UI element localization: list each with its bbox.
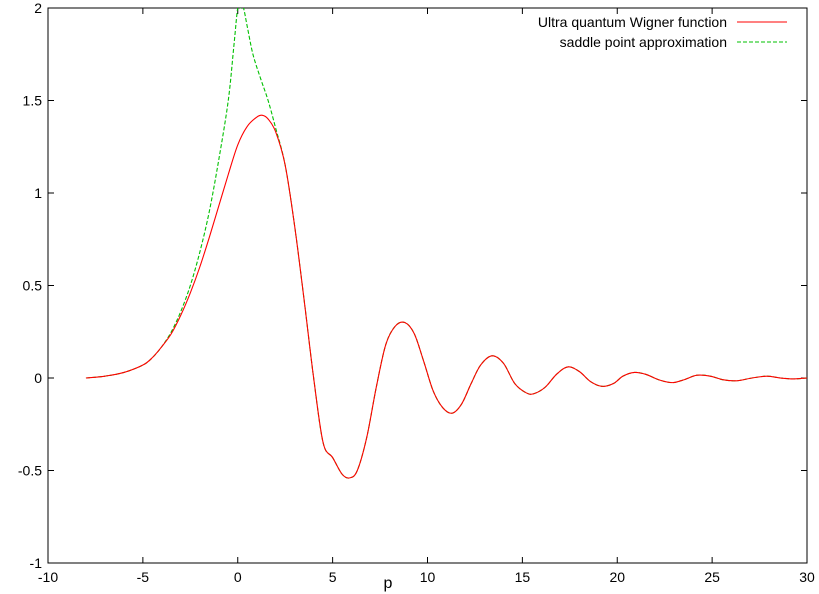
y-tick-label: 2 <box>34 0 42 16</box>
y-tick-label: 1.5 <box>23 93 43 109</box>
x-tick-label: 5 <box>329 569 337 585</box>
legend-label: saddle point approximation <box>560 34 727 50</box>
series-layer <box>85 8 807 479</box>
y-tick-label: 1 <box>34 185 42 201</box>
legend-label: Ultra quantum Wigner function <box>538 14 727 30</box>
x-tick-label: 25 <box>704 569 720 585</box>
y-axis: -1 -0.5 0 0.5 1 1.5 2 <box>18 0 807 571</box>
x-tick-label: 20 <box>609 569 625 585</box>
legend: Ultra quantum Wigner function saddle poin… <box>538 14 787 50</box>
x-tick-label: 10 <box>420 569 436 585</box>
x-axis: -10 -5 0 5 10 15 20 25 30 <box>38 8 815 585</box>
x-tick-label: 0 <box>234 569 242 585</box>
plot-frame <box>47 7 808 564</box>
series-line-saddle-point-approximation <box>85 8 807 479</box>
x-tick-label: -5 <box>137 569 150 585</box>
series-line-wigner-function <box>85 114 807 479</box>
x-tick-label: 15 <box>515 569 531 585</box>
y-tick-label: 0 <box>34 370 42 386</box>
x-tick-label: 30 <box>799 569 815 585</box>
y-tick-label: 0.5 <box>23 278 43 294</box>
y-tick-label: -1 <box>30 555 43 571</box>
y-tick-label: -0.5 <box>18 463 42 479</box>
x-tick-label: -10 <box>38 569 58 585</box>
x-axis-label: p <box>384 575 393 592</box>
